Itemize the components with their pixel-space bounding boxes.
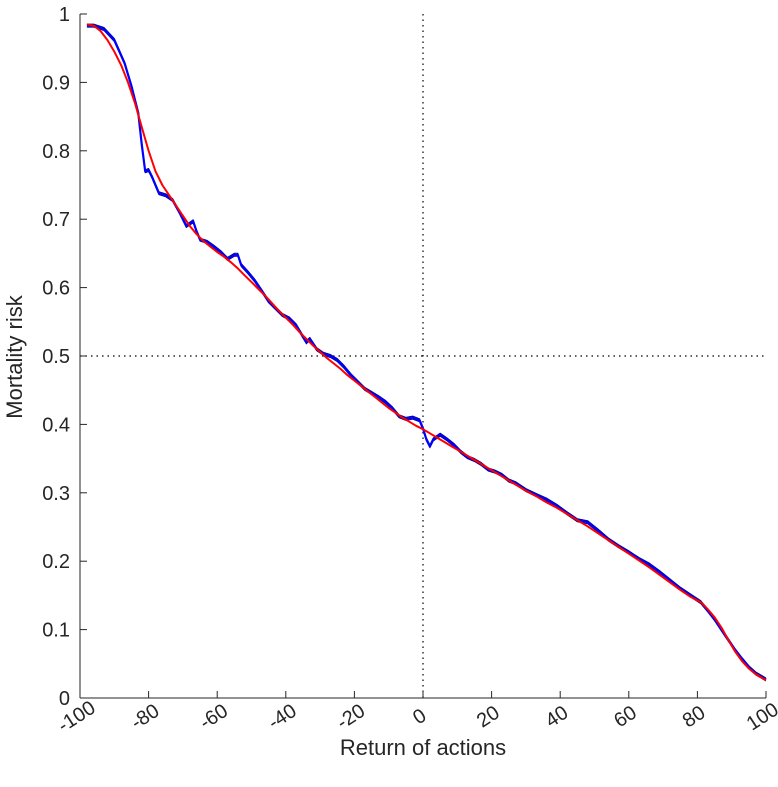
y-tick-label: 0.3 [42, 483, 70, 505]
x-tick-labels: -100 -80 -60 -40 -20 0 20 40 60 80 100 [54, 697, 778, 737]
x-tick-label: -80 [127, 700, 163, 734]
y-tick-label: 0.2 [42, 551, 70, 573]
y-tick-label: 0.4 [42, 414, 70, 436]
series-band-edge [86, 26, 767, 682]
y-tick-label: 0.1 [42, 620, 70, 642]
y-tick-label: 0.7 [42, 209, 70, 231]
reference-lines [80, 14, 766, 698]
x-tick-label: 60 [610, 702, 641, 733]
x-tick-label: -40 [264, 700, 300, 734]
series-line-red [86, 23, 767, 682]
x-tick-label: 40 [542, 702, 573, 733]
x-tick-label: -60 [196, 700, 232, 734]
y-tick-label: 0 [59, 688, 70, 710]
x-tick-label: 20 [473, 702, 504, 733]
series-group [86, 23, 767, 682]
y-tick-label: 0.9 [42, 72, 70, 94]
y-tick-label: 0.8 [42, 141, 70, 163]
y-axis-title: Mortality risk [2, 294, 27, 418]
series-band-edge [86, 23, 767, 679]
y-tick-label: 1 [59, 4, 70, 26]
x-tick-label: 0 [409, 705, 430, 730]
y-tick-label: 0.5 [42, 346, 70, 368]
x-tick-label: 80 [679, 702, 710, 733]
y-tick-labels: 0 0.1 0.2 0.3 0.4 0.5 0.6 0.7 0.8 0.9 1 [42, 4, 70, 710]
series-line-blue [86, 24, 767, 681]
x-tick-label: 100 [743, 699, 778, 736]
y-tick-label: 0.6 [42, 278, 70, 300]
axes [79, 13, 767, 699]
x-tick-label: -20 [333, 700, 369, 734]
x-axis-title: Return of actions [340, 735, 506, 760]
